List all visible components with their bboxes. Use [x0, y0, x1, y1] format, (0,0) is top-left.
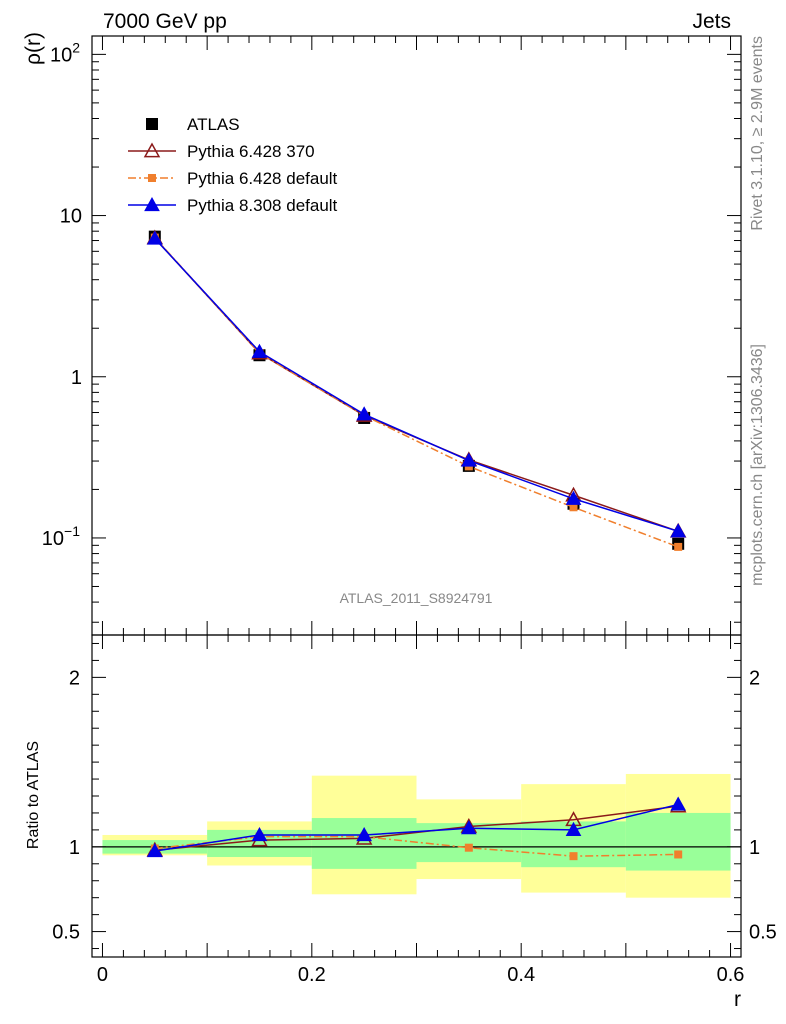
header-left: 7000 GeV pp: [103, 10, 227, 33]
main-panel-series: [146, 229, 687, 551]
ratio-ytick-label-right-2: 2: [749, 667, 760, 689]
ratio-series-point-2-0: [146, 843, 163, 858]
main-series-point-3-4: [565, 490, 582, 505]
legend-marker-1: [143, 142, 161, 158]
ratio-series-point-2-1: [251, 826, 268, 842]
ratio-panel-frame: [91, 634, 742, 958]
ratio-panel-axes: 0 0.2 0.4 0.60.5 0.51 12 2: [52, 635, 777, 986]
main-series-point-2-4: [569, 503, 578, 512]
ratio-series-point-2-2: [356, 826, 373, 842]
main-series-point-3-2: [356, 406, 373, 421]
ratio-series-point-2-4: [565, 821, 582, 836]
ratio-ytick-label-left-2: 2: [69, 667, 80, 689]
ratio-series-point-2-3: [460, 820, 477, 835]
analysis-id-label: ATLAS_2011_S8924791: [340, 590, 493, 606]
ratio-series-point-1-4: [569, 852, 578, 861]
legend-label-2: Pythia 6.428 default: [187, 169, 338, 188]
ratio-xtick-label-3: 0.6: [717, 964, 745, 986]
ratio-xtick-label-0: 0: [97, 964, 108, 986]
legend-marker-0: [146, 118, 158, 130]
legend-label-0: ATLAS: [187, 115, 240, 134]
main-ytick-label-2: 10: [60, 206, 82, 228]
legend-marker-3: [144, 196, 160, 212]
main-series-point-3-1: [251, 343, 268, 358]
main-ytick-label-3: 102: [50, 39, 80, 66]
ratio-series-line-2: [154, 803, 679, 852]
rivet-version-label: Rivet 3.1.10, ≥ 2.9M events: [749, 36, 766, 231]
header-right: Jets: [692, 10, 731, 33]
ratio-ytick-label-right-0: 0.5: [749, 922, 777, 944]
ratio-xlabel: r: [734, 988, 741, 1011]
ratio-ylabel: Ratio to ATLAS: [25, 741, 42, 849]
main-series-point-3-5: [670, 523, 687, 538]
main-series-point-2-5: [674, 542, 683, 551]
ratio-ytick-label-left-0: 0.5: [52, 922, 80, 944]
ratio-xtick-label-2: 0.4: [507, 964, 535, 986]
ratio-xtick-label-1: 0.2: [298, 964, 326, 986]
main-series-line-3: [154, 238, 679, 532]
legend-marker-2: [148, 174, 156, 182]
main-series-point-3-3: [460, 452, 477, 467]
ratio-series-line-1: [154, 835, 679, 857]
main-panel-axes: 10−1 1 10 102: [42, 36, 741, 635]
ratio-series-point-1-5: [674, 850, 683, 859]
ratio-series-point-1-3: [464, 843, 473, 852]
main-ytick-label-1: 1: [71, 367, 82, 389]
legend-label-3: Pythia 8.308 default: [187, 196, 338, 215]
ratio-ytick-label-left-1: 1: [69, 837, 80, 859]
main-ytick-label-0: 10−1: [42, 523, 80, 550]
mcplots-label: mcplots.cern.ch [arXiv:1306.3436]: [749, 344, 766, 586]
main-ylabel: ρ(r): [22, 32, 45, 65]
ratio-ytick-label-right-1: 1: [749, 837, 760, 859]
legend: ATLAS Pythia 6.428 370 Pythia 6.428 defaul…: [128, 115, 338, 215]
ratio-panel-series: [146, 796, 687, 861]
band-stat-5: [625, 812, 731, 871]
legend-label-1: Pythia 6.428 370: [187, 142, 315, 161]
ratio-series-line-0: [154, 805, 679, 851]
main-series-point-3-0: [146, 230, 163, 245]
ratio-series-point-2-5: [670, 796, 687, 811]
